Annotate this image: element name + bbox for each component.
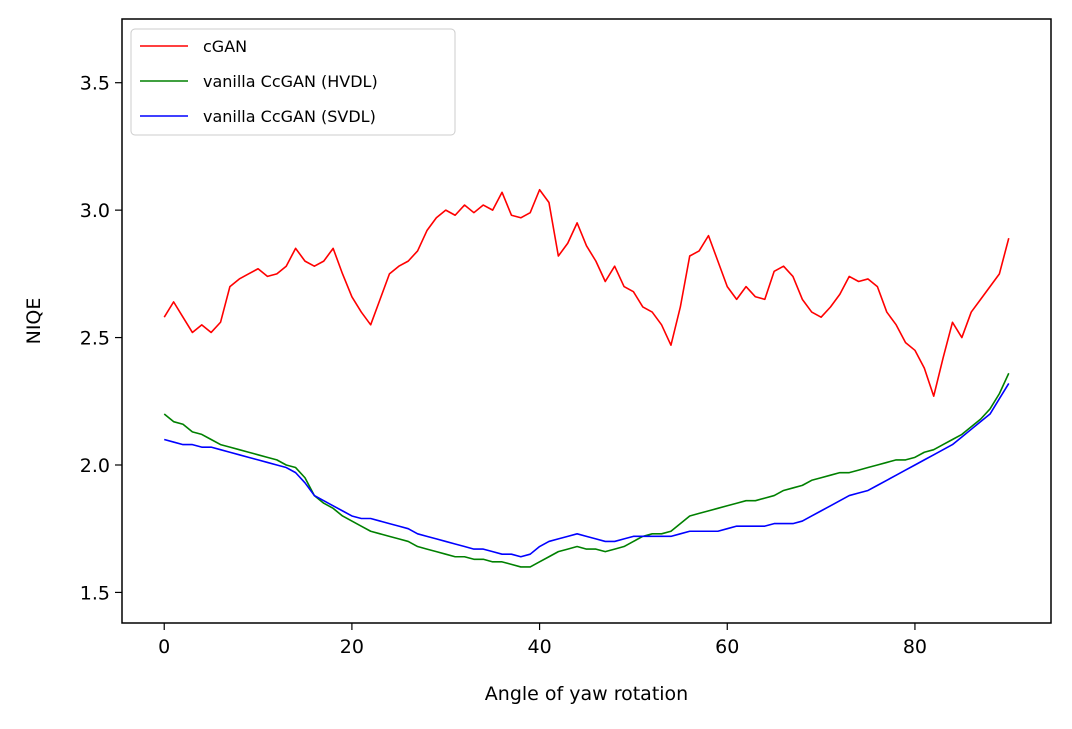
legend: cGAN vanilla CcGAN (HVDL) vanilla CcGAN … [130, 28, 456, 136]
y-tick-label: 3.5 [80, 73, 110, 95]
y-tick-label: 2.5 [80, 328, 110, 350]
y-tick-label: 2.0 [80, 455, 110, 477]
x-tick-label: 20 [340, 636, 364, 658]
legend-label-svdl: vanilla CcGAN (SVDL) [203, 107, 376, 126]
series-line-cgan [163, 188, 1010, 397]
y-axis-title: NIQE [23, 298, 45, 345]
legend-box [130, 28, 456, 136]
x-tick-label: 80 [903, 636, 927, 658]
series-line-hvdl [163, 372, 1010, 568]
x-tick-label: 0 [158, 636, 170, 658]
y-axis-ticks: 1.5 2.0 2.5 3.0 3.5 [80, 73, 122, 604]
x-axis-ticks: 0 20 40 60 80 [158, 623, 927, 658]
legend-label-hvdl: vanilla CcGAN (HVDL) [203, 72, 378, 91]
series-line-svdl [164, 383, 1010, 558]
series-layer [163, 188, 1010, 568]
legend-label-cgan: cGAN [203, 37, 247, 56]
plot-frame [121, 18, 1052, 624]
x-tick-label: 60 [715, 636, 739, 658]
y-tick-label: 3.0 [80, 200, 110, 222]
y-tick-label: 1.5 [80, 582, 110, 604]
x-tick-label: 40 [527, 636, 551, 658]
x-axis-title: Angle of yaw rotation [485, 683, 688, 705]
